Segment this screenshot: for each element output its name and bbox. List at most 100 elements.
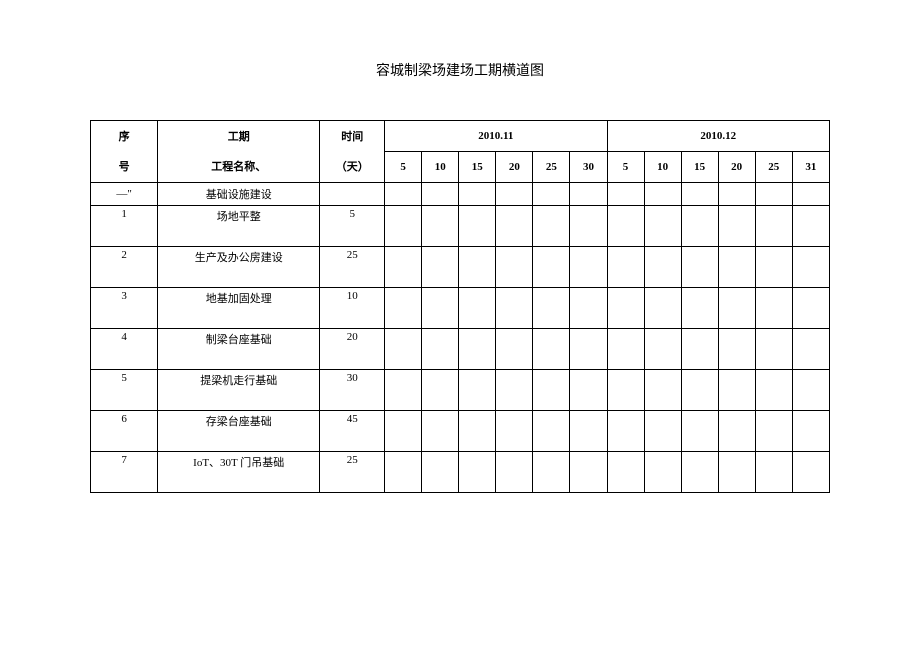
gantt-cell [718,224,755,247]
gantt-cell [681,388,718,411]
table-row: 5提梁机走行基础30 [91,369,830,388]
cell-days: 5 [320,205,385,246]
gantt-cell [644,429,681,452]
cell-seq [91,429,158,452]
gantt-cell [385,410,422,429]
gantt-cell [459,224,496,247]
gantt-cell [681,451,718,470]
gantt-cell [459,246,496,265]
gantt-cell [644,410,681,429]
gantt-cell [570,328,607,347]
gantt-cell [496,205,533,224]
gantt-cell [459,470,496,493]
tick: 20 [496,151,533,182]
gantt-cell [607,246,644,265]
gantt-cell [607,265,644,288]
gantt-cell [644,470,681,493]
gantt-cell [385,388,422,411]
table-row: 4制梁台座基础20 [91,328,830,347]
header-row-1: 序 工期 时间 2010.11 2010.12 [91,121,830,152]
gantt-cell [459,369,496,388]
gantt-cell [459,429,496,452]
gantt-cell [718,287,755,306]
table-row: 1场地平整5 [91,205,830,224]
cell-name: 提梁机走行基础 [158,369,320,388]
cell-seq [91,347,158,370]
table-row [91,388,830,411]
gantt-cell [644,182,681,205]
gantt-cell [681,470,718,493]
cell-name: IoT、30T 门吊基础 [158,451,320,470]
gantt-cell [607,410,644,429]
gantt-cell [644,246,681,265]
cell-days: 25 [320,246,385,287]
gantt-cell [422,347,459,370]
gantt-cell [570,224,607,247]
gantt-cell [681,265,718,288]
table-row [91,306,830,329]
col-name-bot: 工程名称、 [158,151,320,182]
col-name-top: 工期 [158,121,320,152]
gantt-cell [792,470,829,493]
table-row [91,224,830,247]
table-row [91,429,830,452]
gantt-cell [385,224,422,247]
gantt-cell [533,369,570,388]
gantt-cell [607,224,644,247]
cell-name: 场地平整 [158,205,320,224]
col-month2: 2010.12 [607,121,829,152]
gantt-cell [496,328,533,347]
gantt-cell [533,429,570,452]
gantt-cell [644,347,681,370]
table-row [91,470,830,493]
gantt-cell [459,328,496,347]
gantt-cell [681,306,718,329]
col-seq-top: 序 [91,121,158,152]
gantt-cell [755,328,792,347]
gantt-cell [755,246,792,265]
cell-seq [91,224,158,247]
gantt-cell [422,287,459,306]
gantt-cell [792,265,829,288]
gantt-cell [792,224,829,247]
gantt-cell [755,470,792,493]
tick: 25 [533,151,570,182]
cell-seq: 2 [91,246,158,265]
gantt-cell [422,205,459,224]
gantt-cell [570,246,607,265]
cell-seq: —" [91,182,158,205]
header-row-2: 号 工程名称、 （天） 5 10 15 20 25 30 5 10 15 20 … [91,151,830,182]
gantt-cell [496,306,533,329]
gantt-cell [644,287,681,306]
tick: 5 [607,151,644,182]
gantt-cell [496,182,533,205]
gantt-cell [496,287,533,306]
page-title: 容城制梁场建场工期横道图 [90,60,830,80]
gantt-cell [385,287,422,306]
gantt-cell [792,306,829,329]
gantt-cell [792,369,829,388]
tick: 25 [755,151,792,182]
cell-name: 存梁台座基础 [158,410,320,429]
gantt-cell [755,265,792,288]
cell-name [158,470,320,493]
gantt-cell [422,388,459,411]
gantt-cell [459,205,496,224]
gantt-cell [459,287,496,306]
cell-seq: 3 [91,287,158,306]
gantt-cell [792,246,829,265]
gantt-cell [644,328,681,347]
gantt-cell [570,205,607,224]
cell-days [320,182,385,205]
gantt-cell [792,182,829,205]
gantt-cell [644,451,681,470]
gantt-cell [755,287,792,306]
gantt-cell [607,328,644,347]
gantt-cell [792,347,829,370]
gantt-cell [459,347,496,370]
gantt-cell [385,306,422,329]
gantt-cell [792,410,829,429]
gantt-cell [533,224,570,247]
gantt-cell [570,306,607,329]
gantt-cell [607,347,644,370]
